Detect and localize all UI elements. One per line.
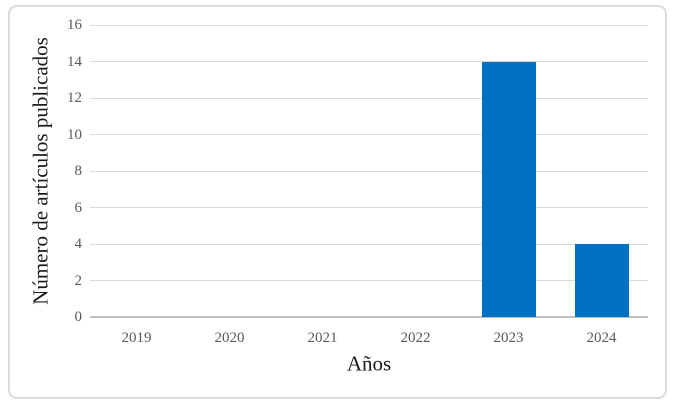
y-tick-label-4: 4 [74,236,83,252]
x-tick-label-2019: 2019 [121,330,152,346]
x-tick-label-2024: 2024 [586,330,617,346]
chart-frame [8,5,667,399]
y-tick-label-2: 2 [74,272,83,289]
gridline-12 [90,97,648,99]
x-axis-title: Años [346,351,392,376]
x-tick-label-2022: 2022 [400,330,431,346]
bar-2023 [481,61,536,317]
gridline-10 [90,134,648,135]
y-tick-label-10: 10 [67,126,82,143]
bar-2024 [574,244,629,317]
x-tick-label-2020: 2020 [214,330,245,346]
gridline-2 [90,280,648,281]
y-tick-label-12: 12 [67,90,82,106]
gridline-16 [90,24,648,26]
gridline-14 [90,61,648,62]
x-tick-label-2023: 2023 [493,330,524,346]
gridline-6 [90,207,648,208]
y-tick-label-6: 6 [74,199,83,216]
y-tick-label-14: 14 [67,53,82,70]
x-tick-label-2021: 2021 [307,330,338,346]
plot-area [90,24,648,318]
y-tick-label-0: 0 [74,309,83,325]
gridline-4 [90,243,648,245]
y-tick-label-16: 16 [67,17,82,33]
y-tick-label-8: 8 [74,163,83,179]
gridline-8 [90,170,648,172]
x-axis-line [90,316,648,318]
